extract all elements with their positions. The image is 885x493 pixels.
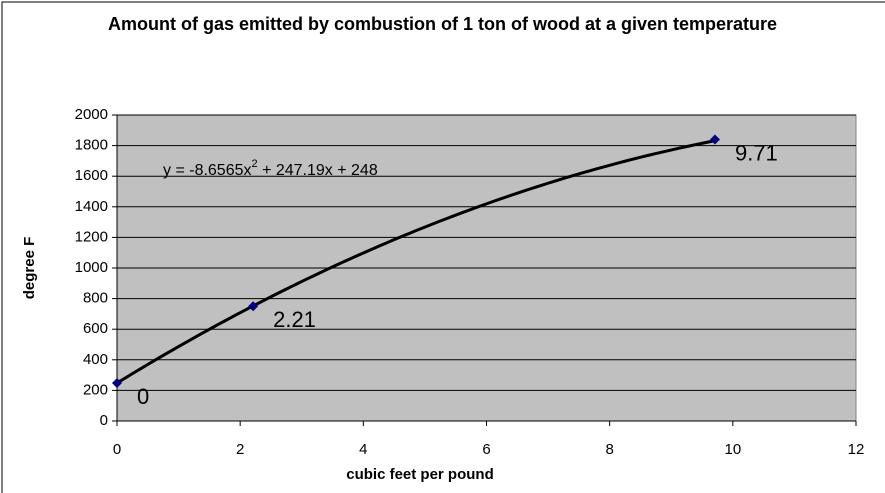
equation-part: + 247.19x + 248: [258, 162, 378, 179]
y-tick-label: 1600: [75, 167, 108, 184]
trendline-equation: y = -8.6565x2 + 247.19x + 248: [163, 158, 378, 179]
x-tick-label: 6: [482, 441, 490, 458]
y-tick-label: 0: [100, 412, 108, 429]
y-tick-label: 800: [83, 290, 108, 307]
y-tick-label: 1800: [75, 137, 108, 154]
x-axis-label: cubic feet per pound: [346, 466, 494, 483]
y-tick-label: 200: [83, 381, 108, 398]
marker: [709, 134, 720, 145]
y-tick-label: 600: [83, 320, 108, 337]
chart-title: Amount of gas emitted by combustion of 1…: [107, 14, 778, 34]
marker: [112, 378, 122, 389]
data-label: 0: [137, 384, 149, 409]
x-tick-label: 12: [848, 441, 865, 458]
equation-part: y = -8.6565x: [163, 162, 252, 179]
data-label: 9.71: [735, 140, 778, 165]
y-tick-label: 2000: [75, 106, 108, 123]
x-tick-label: 2: [236, 441, 244, 458]
x-tick-label: 8: [605, 441, 613, 458]
marker: [248, 301, 259, 312]
x-tick-label: 4: [359, 441, 367, 458]
y-tick-label: 400: [83, 351, 108, 368]
data-label: 2.21: [273, 307, 316, 332]
trendline: [116, 139, 716, 385]
y-tick-label: 1400: [75, 198, 108, 215]
y-tick-label: 1200: [75, 228, 108, 245]
equation-part: 2: [252, 158, 258, 170]
y-axis-label: degree F: [21, 237, 38, 300]
x-tick-label: 0: [113, 441, 121, 458]
y-tick-label: 1000: [75, 259, 108, 276]
x-tick-label: 10: [724, 441, 741, 458]
